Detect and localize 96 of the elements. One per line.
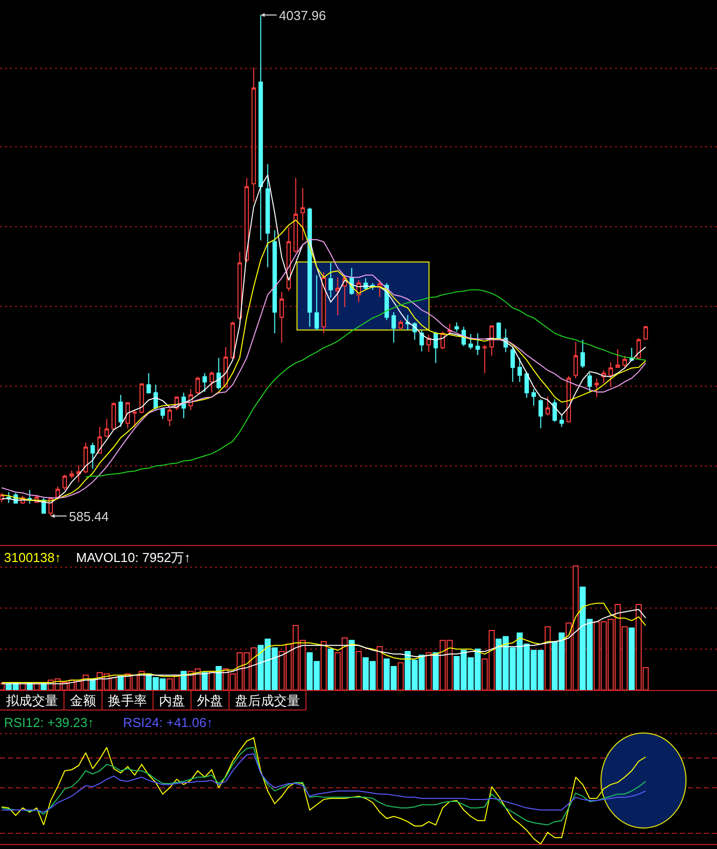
candlestick — [118, 394, 123, 428]
candlestick — [195, 376, 200, 395]
bar — [432, 652, 439, 690]
candlestick — [6, 492, 11, 504]
bar — [202, 672, 208, 690]
bar — [348, 640, 355, 690]
candlestick — [447, 323, 452, 334]
candlestick — [608, 362, 613, 388]
candlestick — [237, 251, 242, 321]
text: MAVOL10: 7952万↑ — [76, 550, 191, 565]
candlestick — [538, 398, 543, 429]
candlestick — [181, 392, 186, 419]
annotation: 4037.96 — [279, 8, 326, 23]
candlestick — [69, 470, 74, 479]
bar — [356, 651, 362, 690]
candlestick — [531, 388, 536, 406]
candlestick — [517, 357, 522, 382]
text: 换手率 — [108, 693, 147, 708]
candlestick — [272, 230, 277, 334]
bar — [376, 646, 383, 690]
candlestick — [265, 164, 270, 268]
candlestick — [594, 378, 599, 398]
candlestick — [146, 372, 151, 394]
bar — [216, 666, 222, 690]
candlestick — [398, 320, 403, 330]
candlestick — [160, 407, 165, 420]
candlestick — [139, 382, 144, 414]
bar — [328, 648, 334, 690]
candlestick — [377, 280, 382, 298]
candlestick — [125, 402, 130, 429]
candlestick — [286, 226, 291, 292]
candlestick — [482, 344, 487, 374]
candlestick — [111, 402, 116, 430]
candlestick — [230, 321, 235, 360]
candlestick — [90, 442, 95, 470]
candlestick — [97, 426, 102, 454]
candlestick — [328, 262, 333, 298]
bar — [118, 676, 124, 690]
annotation: 585.44 — [69, 509, 109, 524]
candlestick — [496, 322, 501, 340]
text: 盘后成交量 — [235, 693, 300, 708]
candlestick — [209, 371, 214, 394]
candlestick — [559, 414, 564, 428]
candlestick — [587, 372, 592, 392]
candlestick — [76, 464, 81, 482]
bar — [180, 670, 187, 690]
text: RSI24: +41.06↑ — [123, 715, 213, 730]
candlestick — [636, 338, 641, 360]
candlestick — [580, 339, 585, 369]
text: 金额 — [70, 693, 96, 708]
text: 3100138↑ — [4, 550, 62, 565]
candlestick — [475, 332, 480, 356]
candlestick — [202, 372, 207, 392]
candlestick — [622, 355, 627, 368]
candlestick — [545, 396, 550, 416]
candlestick — [27, 489, 32, 504]
candlestick — [335, 276, 340, 316]
candlestick — [300, 188, 305, 241]
candlestick — [321, 272, 326, 334]
candlestick — [566, 376, 571, 423]
candlestick — [83, 442, 88, 474]
candlestick — [524, 371, 529, 398]
candlestick — [244, 177, 249, 263]
candlestick — [405, 314, 410, 331]
candlestick — [510, 346, 515, 382]
candlestick — [62, 474, 67, 490]
candlestick — [552, 398, 557, 422]
candlestick — [643, 325, 648, 340]
candlestick — [433, 331, 438, 364]
candlestick — [391, 312, 396, 344]
bar — [426, 652, 432, 690]
candlestick — [167, 406, 172, 427]
candlestick — [419, 330, 424, 352]
text: 外盘 — [197, 693, 223, 708]
text: RSI12: +39.23↑ — [4, 715, 94, 730]
candlestick — [573, 341, 578, 379]
candlestick — [55, 486, 60, 498]
candlestick — [279, 291, 284, 344]
text: 拟成交量 — [6, 693, 58, 708]
candlestick — [293, 177, 298, 254]
candlestick — [489, 324, 494, 356]
candlestick — [216, 357, 221, 390]
candlestick — [615, 348, 620, 368]
bar — [320, 641, 327, 690]
bar — [544, 626, 551, 690]
candlestick — [132, 410, 137, 428]
candlestick — [454, 322, 459, 332]
candlestick — [251, 67, 256, 202]
bar — [628, 628, 635, 690]
candlestick — [307, 207, 312, 328]
candlestick — [153, 384, 158, 411]
candlestick — [314, 274, 319, 331]
text: 内盘 — [159, 693, 185, 708]
candlestick — [104, 418, 109, 438]
candlestick — [468, 333, 473, 350]
bar — [398, 662, 404, 690]
